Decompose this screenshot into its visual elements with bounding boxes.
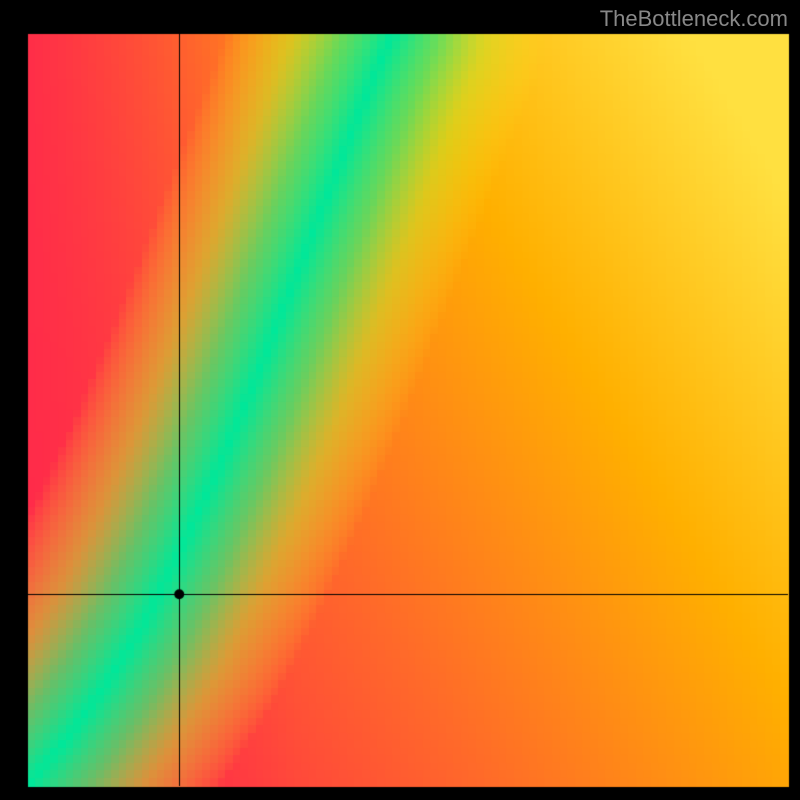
watermark-text: TheBottleneck.com	[600, 6, 788, 32]
bottleneck-heatmap	[0, 0, 800, 800]
